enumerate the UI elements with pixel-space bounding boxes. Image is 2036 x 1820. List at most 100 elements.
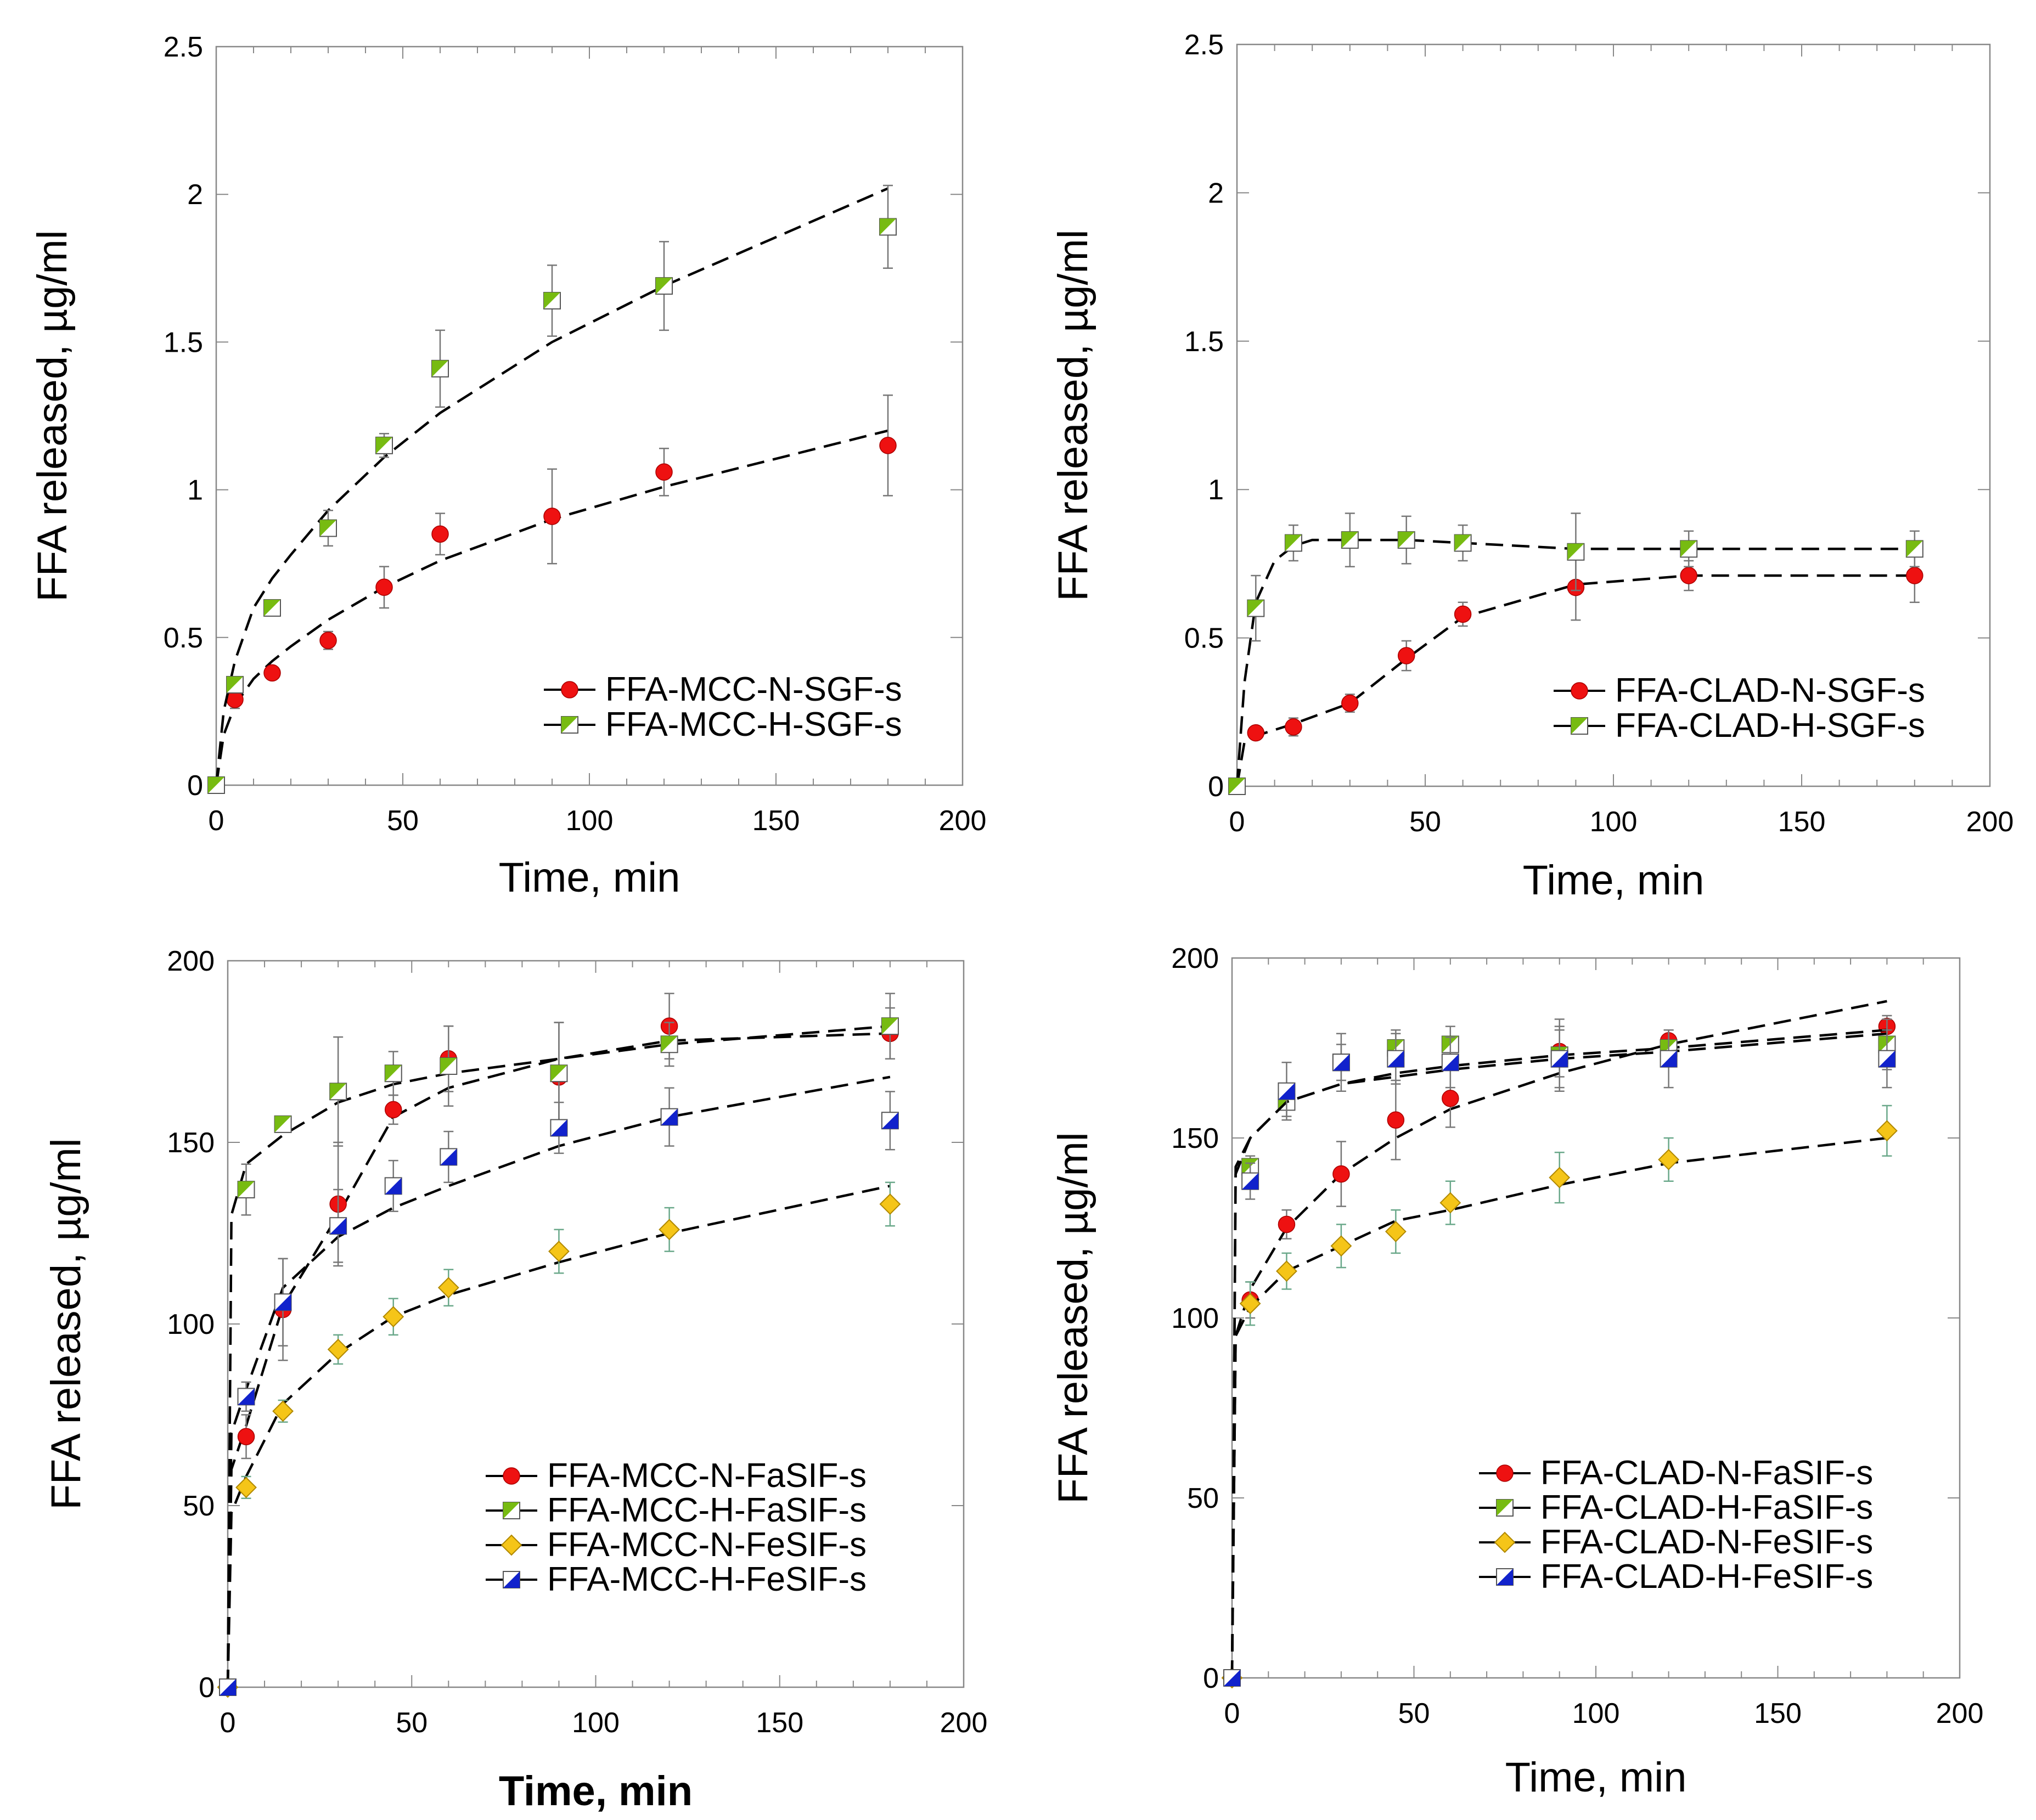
data-point (1285, 718, 1302, 736)
legend-marker (1571, 682, 1588, 700)
x-tick-label: 150 (1754, 1698, 1802, 1729)
legend-entry: FFA-CLAD-N-FeSIF-s (1479, 1523, 1873, 1561)
data-point (329, 1217, 347, 1235)
fit-curve (1235, 574, 1915, 787)
data-point (319, 632, 337, 649)
chart-panel-1: 0 50 100 150 200 0 0.5 1 1.5 2 2.5 Time, min FFA rel… (29, 31, 986, 901)
legend-label: FFA-MCC-N-SGF-s (605, 670, 902, 708)
data-point (1454, 534, 1472, 552)
data-point (550, 1064, 568, 1083)
legend-entry: FFA-CLAD-N-SGF-s (1554, 672, 1925, 709)
data-point (543, 508, 561, 525)
data-point (431, 525, 449, 543)
y-tick-label: 100 (1171, 1303, 1219, 1334)
marker-fill (330, 1083, 347, 1100)
legend-entry: FFA-CLAD-H-SGF-s (1554, 707, 1925, 745)
marker-fill (1242, 1173, 1259, 1190)
data-point (1906, 567, 1923, 584)
data-point (431, 359, 449, 377)
y-tick-label: 2 (1208, 177, 1224, 209)
data-point (263, 664, 281, 682)
legend-label: FFA-CLAD-H-FaSIF-s (1540, 1489, 1873, 1526)
x-axis-label: Time, min (1523, 857, 1705, 904)
data-point (329, 1083, 347, 1101)
marker-fill (264, 599, 280, 616)
marker-fill (1398, 532, 1415, 549)
x-tick-label: 100 (572, 1707, 620, 1739)
data-point (879, 1193, 901, 1215)
legend-marker (561, 716, 578, 734)
marker-fill (1341, 532, 1358, 549)
data-point (1330, 1235, 1352, 1257)
y-tick-label: 1 (1208, 474, 1224, 506)
data-point (237, 1181, 255, 1199)
marker-fill (1571, 718, 1588, 734)
legend-marker (1494, 1531, 1516, 1553)
chart-panel-3: 0 50 100 150 200 0 50 100 150 200 Time, min FFA rel… (43, 945, 987, 1815)
data-point (1247, 599, 1265, 617)
x-tick-label: 50 (1409, 806, 1441, 838)
series-FFA-MCC-N-FeSIF-s (217, 1181, 901, 1698)
marker-fill (1551, 1050, 1568, 1067)
y-tick-label: 200 (1171, 943, 1219, 974)
x-tick-label: 50 (396, 1707, 428, 1739)
marker-fill (1224, 1670, 1240, 1686)
legend-entry: FFA-MCC-N-FaSIF-s (486, 1457, 867, 1495)
x-axis-label: Time, min (499, 854, 680, 901)
data-point (237, 1388, 255, 1406)
y-axis-label: FFA released, µg/ml (1050, 1132, 1096, 1503)
x-tick-label: 0 (209, 805, 224, 837)
y-axis-label: FFA released, µg/ml (43, 1138, 89, 1509)
data-point (375, 578, 393, 596)
y-axis-label: FFA released, µg/ml (29, 230, 76, 601)
data-point (543, 292, 561, 310)
marker-fill (376, 437, 392, 454)
data-point (327, 1338, 349, 1360)
data-point (1241, 1172, 1259, 1190)
data-point (1876, 1120, 1898, 1142)
marker-fill (1878, 1050, 1896, 1067)
y-tick-label: 1.5 (164, 326, 203, 358)
data-point (1397, 531, 1415, 549)
marker-fill (503, 1571, 520, 1588)
data-point (1228, 777, 1246, 795)
marker-fill (320, 520, 336, 537)
x-tick-label: 150 (1778, 806, 1826, 838)
data-point (383, 1306, 404, 1328)
fit-curve (226, 1024, 891, 1688)
data-point (1905, 540, 1923, 558)
legend-entry: FFA-CLAD-H-FeSIF-s (1479, 1558, 1873, 1596)
data-point (1278, 1215, 1296, 1233)
data-point (207, 776, 225, 794)
x-tick-label: 100 (1572, 1698, 1620, 1729)
legend-label: FFA-CLAD-H-FeSIF-s (1540, 1558, 1873, 1596)
legend-label: FFA-CLAD-N-SGF-s (1615, 672, 1925, 709)
y-tick-label: 2.5 (164, 31, 203, 63)
data-point (879, 218, 897, 236)
y-tick-label: 0 (187, 770, 203, 802)
y-tick-label: 1.5 (1184, 326, 1224, 358)
x-tick-label: 200 (1966, 806, 2014, 838)
x-tick-label: 100 (1590, 806, 1638, 838)
marker-fill (561, 717, 578, 733)
series-FFA-CLAD-H-SGF-s (1228, 512, 1923, 795)
y-tick-label: 0 (1208, 771, 1224, 803)
marker-fill (220, 1679, 236, 1695)
data-point (263, 599, 281, 617)
data-point (1387, 1050, 1405, 1068)
marker-fill (656, 278, 672, 295)
legend-marker (503, 1571, 520, 1588)
marker-fill (1660, 1050, 1677, 1067)
marker-fill (385, 1177, 402, 1194)
data-point (272, 1400, 294, 1422)
x-tick-label: 50 (387, 805, 419, 837)
fit-curve (215, 187, 888, 786)
marker-fill (227, 676, 243, 693)
marker-fill (881, 1018, 898, 1035)
x-tick-label: 150 (752, 805, 800, 837)
marker-fill (550, 1119, 567, 1136)
chart-panel-2: 0 50 100 150 200 0 0.5 1 1.5 2 2.5 Time, min FFA rel… (1050, 29, 2013, 904)
legend-entry: FFA-MCC-H-FaSIF-s (486, 1491, 867, 1529)
data-point (1549, 1167, 1571, 1188)
